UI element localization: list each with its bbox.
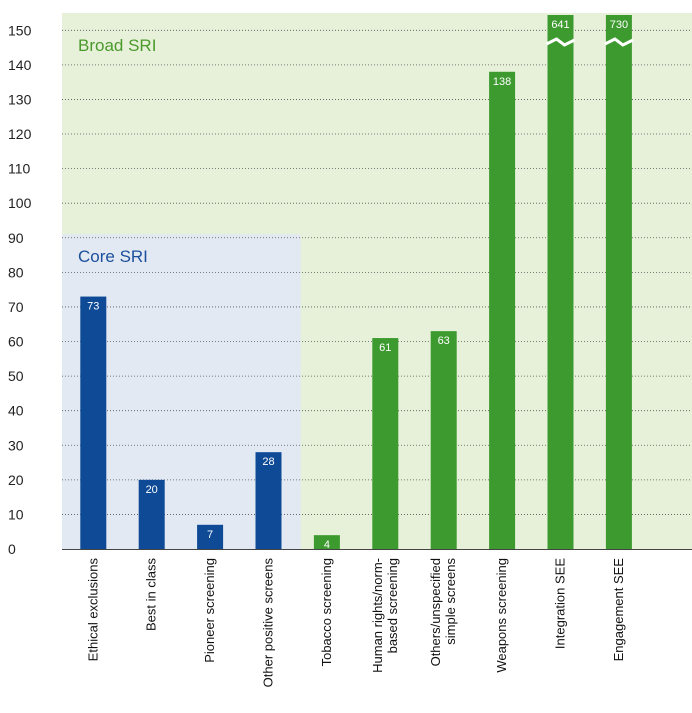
broad-sri-label: Broad SRI bbox=[78, 36, 156, 55]
y-tick-label: 20 bbox=[8, 472, 24, 488]
category-label: Best in class bbox=[144, 558, 159, 631]
y-tick-label: 130 bbox=[8, 91, 32, 107]
data-label: 63 bbox=[438, 335, 450, 347]
bar bbox=[313, 535, 340, 549]
category-label: Others/unspecified bbox=[428, 558, 443, 666]
bar bbox=[197, 524, 224, 549]
bars: 73 20 7 28 4 61 63 138 641 730 bbox=[80, 15, 634, 551]
data-label: 28 bbox=[262, 456, 274, 468]
y-tick-label: 90 bbox=[8, 230, 24, 246]
category-label: Pioneer screening bbox=[202, 558, 217, 663]
category-label: Integration SEE bbox=[553, 558, 568, 649]
category-label: based screening bbox=[385, 558, 400, 653]
y-tick-label: 140 bbox=[8, 57, 32, 73]
y-tick-label: 0 bbox=[8, 541, 16, 557]
data-label: 730 bbox=[610, 19, 628, 31]
bar bbox=[489, 71, 516, 549]
category-label: Engagement SEE bbox=[611, 558, 626, 662]
data-label: 641 bbox=[551, 19, 569, 31]
data-label: 4 bbox=[324, 539, 330, 551]
y-tick-label: 40 bbox=[8, 403, 24, 419]
category-label: Weapons screening bbox=[494, 558, 509, 673]
y-tick-label: 150 bbox=[8, 22, 32, 38]
bar bbox=[372, 338, 399, 549]
y-tick-label: 10 bbox=[8, 506, 24, 522]
bar bbox=[605, 15, 632, 549]
y-tick-label: 70 bbox=[8, 299, 24, 315]
y-tick-label: 80 bbox=[8, 264, 24, 280]
y-tick-label: 120 bbox=[8, 126, 32, 142]
bar bbox=[430, 331, 457, 549]
bar bbox=[138, 479, 165, 549]
axis-break-mark bbox=[604, 37, 634, 47]
data-label: 20 bbox=[146, 484, 158, 496]
category-label: Ethical exclusions bbox=[85, 558, 100, 662]
y-tick-label: 110 bbox=[8, 161, 31, 177]
category-label: Other positive screens bbox=[261, 558, 276, 688]
bar bbox=[255, 452, 282, 549]
data-label: 7 bbox=[207, 529, 213, 541]
data-label: 73 bbox=[87, 301, 99, 313]
axis-break-mark bbox=[545, 37, 576, 47]
y-tick-label: 100 bbox=[8, 195, 32, 211]
data-label: 61 bbox=[379, 342, 391, 354]
y-tick-label: 60 bbox=[8, 334, 24, 350]
y-axis: 0 10 20 30 40 50 60 70 80 90 100 110 120 130 140 150 bbox=[8, 22, 32, 557]
category-label: Human rights/norm- bbox=[370, 558, 385, 673]
bar bbox=[547, 15, 574, 549]
gridlines bbox=[62, 29, 692, 550]
category-label: simple screens bbox=[443, 558, 458, 645]
category-label: Tobacco screening bbox=[319, 558, 334, 666]
data-label: 138 bbox=[493, 76, 511, 88]
core-sri-label: Core SRI bbox=[78, 247, 148, 266]
y-tick-label: 30 bbox=[8, 437, 24, 453]
bar bbox=[80, 296, 107, 549]
category-labels: Ethical exclusions Best in class Pioneer s… bbox=[85, 558, 626, 688]
y-tick-label: 50 bbox=[8, 368, 24, 384]
